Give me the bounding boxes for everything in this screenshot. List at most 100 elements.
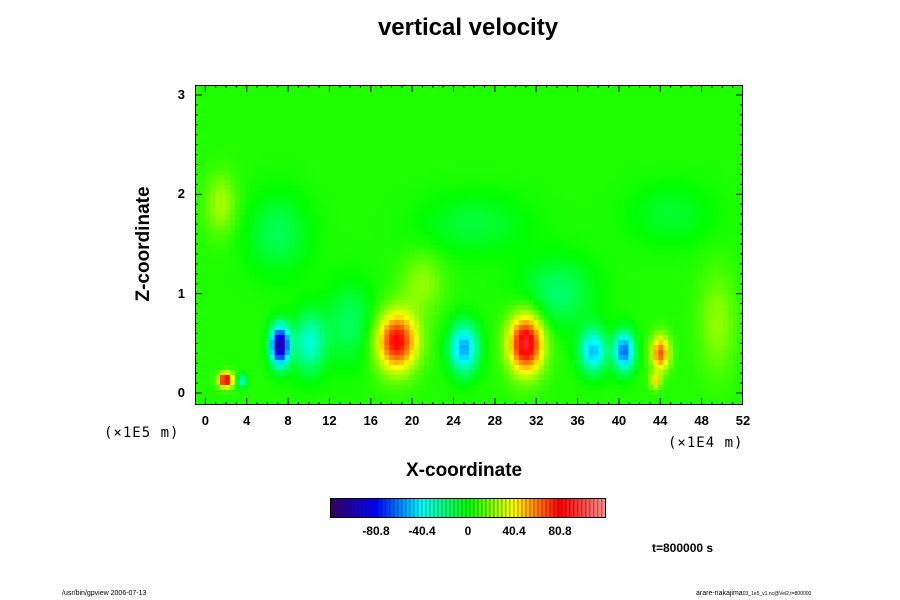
heatmap-cell	[299, 120, 305, 126]
heatmap-cell	[199, 220, 206, 226]
heatmap-cell	[648, 225, 654, 231]
heatmap-cell	[608, 160, 614, 166]
heatmap-cell	[673, 265, 679, 271]
heatmap-cell	[708, 295, 714, 301]
heatmap-cell	[459, 275, 465, 281]
heatmap-cell	[379, 195, 385, 201]
heatmap-cell	[469, 240, 475, 246]
heatmap-cell	[339, 225, 345, 231]
heatmap-cell	[414, 275, 420, 281]
heatmap-cell	[464, 220, 470, 226]
heatmap-cell	[459, 240, 465, 246]
heatmap-cell	[618, 250, 624, 256]
heatmap-cell	[498, 235, 505, 241]
heatmap-cell	[573, 110, 579, 116]
heatmap-cell	[214, 290, 221, 296]
heatmap-cell	[344, 160, 350, 166]
heatmap-cell	[593, 90, 599, 96]
heatmap-cell	[483, 275, 490, 281]
heatmap-cell	[434, 280, 440, 286]
heatmap-cell	[498, 200, 505, 206]
heatmap-cell	[703, 85, 709, 91]
heatmap-cell	[638, 90, 644, 96]
heatmap-cell	[404, 190, 410, 196]
heatmap-cell	[314, 175, 320, 181]
heatmap-cell	[224, 290, 231, 296]
heatmap-cell	[723, 130, 729, 136]
heatmap-cell	[628, 295, 634, 301]
heatmap-cell	[254, 160, 261, 166]
heatmap-cell	[698, 215, 704, 221]
heatmap-cell	[294, 205, 301, 211]
heatmap-cell	[553, 265, 560, 271]
heatmap-cell	[409, 100, 415, 106]
heatmap-cell	[708, 195, 714, 201]
heatmap-cell	[434, 100, 440, 106]
heatmap-cell	[384, 100, 390, 106]
heatmap-cell	[713, 95, 719, 101]
heatmap-cell	[414, 95, 420, 101]
heatmap-cell	[324, 165, 330, 171]
heatmap-cell	[254, 260, 261, 266]
heatmap-cell	[339, 115, 345, 121]
heatmap-cell	[209, 130, 216, 136]
heatmap-cell	[533, 235, 540, 241]
heatmap-cell	[195, 145, 201, 151]
heatmap-cell	[459, 230, 465, 236]
heatmap-cell	[429, 260, 435, 266]
heatmap-cell	[254, 200, 261, 206]
heatmap-cell	[698, 160, 704, 166]
heatmap-cell	[728, 120, 734, 126]
heatmap-cell	[688, 175, 694, 181]
heatmap-cell	[518, 155, 525, 161]
heatmap-cell	[503, 270, 510, 276]
heatmap-cell	[543, 210, 550, 216]
heatmap-cell	[493, 120, 500, 126]
heatmap-cell	[728, 135, 734, 141]
heatmap-cell	[598, 205, 604, 211]
heatmap-cell	[294, 155, 301, 161]
heatmap-cell	[195, 280, 201, 286]
heatmap-cell	[304, 120, 310, 126]
heatmap-cell	[508, 245, 515, 251]
heatmap-cell	[249, 165, 256, 171]
heatmap-cell	[389, 100, 395, 106]
heatmap-cell	[498, 145, 505, 151]
heatmap-cell	[498, 290, 505, 296]
heatmap-cell	[558, 210, 565, 216]
heatmap-cell	[389, 180, 395, 186]
heatmap-cell	[249, 130, 256, 136]
heatmap-cell	[264, 175, 271, 181]
heatmap-cell	[349, 310, 355, 316]
heatmap-cell	[344, 205, 350, 211]
heatmap-cell	[359, 175, 365, 181]
heatmap-cell	[473, 260, 480, 266]
heatmap-cell	[523, 235, 530, 241]
heatmap-cell	[578, 200, 584, 206]
heatmap-cell	[399, 145, 405, 151]
heatmap-cell	[598, 245, 604, 251]
heatmap-cell	[359, 295, 365, 301]
heatmap-cell	[603, 265, 609, 271]
heatmap-cell	[733, 200, 739, 206]
heatmap-cell	[364, 255, 370, 261]
heatmap-cell	[284, 140, 291, 146]
heatmap-plot	[195, 85, 743, 405]
heatmap-cell	[349, 165, 355, 171]
heatmap-cell	[643, 115, 649, 121]
heatmap-cell	[249, 280, 256, 286]
heatmap-cell	[713, 215, 719, 221]
heatmap-cell	[538, 190, 545, 196]
heatmap-cell	[384, 295, 390, 301]
heatmap-cell	[309, 145, 315, 151]
heatmap-cell	[289, 245, 296, 251]
heatmap-cell	[379, 215, 385, 221]
heatmap-cell	[653, 275, 659, 281]
heatmap-cell	[209, 230, 216, 236]
heatmap-cell	[658, 105, 664, 111]
heatmap-cell	[488, 235, 495, 241]
heatmap-cell	[698, 270, 704, 276]
heatmap-cell	[478, 240, 485, 246]
heatmap-cell	[663, 170, 669, 176]
heatmap-cell	[703, 205, 709, 211]
